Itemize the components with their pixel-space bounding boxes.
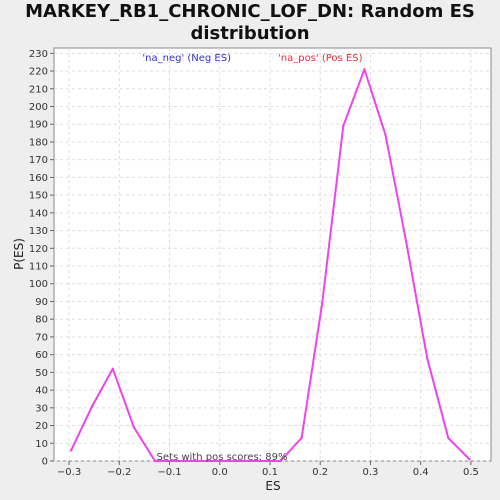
x-axis-ticks: −0.3 −0.2 −0.1 0.0 0.1 0.2 0.3 0.4 0.5: [57, 461, 479, 478]
series-point: [132, 426, 136, 429]
chart-title-line1: MARKEY_RB1_CHRONIC_LOF_DN: Random ES: [25, 1, 475, 22]
y-tick-label: 200: [29, 102, 48, 113]
x-tick-label: 0.4: [413, 467, 429, 478]
y-tick-label: 20: [35, 421, 48, 432]
series-point: [321, 302, 324, 305]
series-point: [174, 459, 178, 463]
series-line: [70, 68, 471, 462]
x-tick-label: −0.3: [57, 467, 81, 478]
y-tick-label: 70: [35, 332, 48, 343]
y-tick-label: 110: [29, 262, 48, 273]
y-tick-label: 160: [29, 173, 48, 184]
y-tick-label: 140: [29, 208, 48, 219]
grid-lines: [54, 48, 491, 462]
y-tick-label: 100: [29, 279, 48, 290]
y-tick-label: 90: [35, 297, 48, 308]
y-tick-label: 180: [29, 137, 48, 148]
x-axis-label: ES: [265, 479, 280, 493]
y-tick-label: 190: [29, 120, 48, 131]
chart-title: MARKEY_RB1_CHRONIC_LOF_DN: Random ES dis…: [0, 1, 500, 45]
x-tick-label: 0.5: [463, 467, 479, 478]
y-tick-label: 230: [29, 49, 48, 60]
series-point: [258, 459, 261, 463]
x-tick-label: 0.0: [212, 467, 228, 478]
chart-title-line2: distribution: [190, 23, 310, 44]
series-layer: [69, 68, 471, 463]
series-point: [237, 459, 241, 463]
series-point: [342, 124, 345, 128]
y-tick-label: 40: [35, 386, 48, 397]
y-axis-ticks: 0 10 20 30 40 50 60 70 80 90 100 110 120 130 140 150 160…: [29, 49, 54, 468]
series-point: [153, 459, 157, 463]
series-point: [447, 436, 450, 440]
y-tick-label: 220: [29, 67, 48, 78]
series-point: [468, 458, 471, 461]
y-tick-label: 170: [29, 155, 48, 166]
x-tick-label: −0.2: [107, 467, 131, 478]
series-point: [111, 367, 114, 371]
x-tick-label: −0.1: [157, 467, 181, 478]
x-tick-label: 0.3: [362, 467, 378, 478]
y-tick-label: 150: [29, 191, 48, 202]
x-tick-label: 0.1: [262, 467, 278, 478]
series-point: [69, 449, 73, 452]
legend-pos-label: 'na_pos' (Pos ES): [278, 53, 363, 64]
y-tick-label: 210: [29, 84, 48, 95]
legend-neg-label: 'na_neg' (Neg ES): [142, 53, 231, 64]
y-axis-label: P(ES): [12, 238, 26, 270]
series-point: [426, 356, 429, 360]
y-tick-label: 60: [35, 350, 48, 361]
plot-area: [53, 47, 492, 462]
pos-scores-annotation: Sets with pos scores: 89%: [157, 452, 288, 463]
series-point: [195, 459, 198, 463]
y-tick-label: 130: [29, 226, 48, 237]
series-point: [404, 240, 408, 243]
series-point: [384, 133, 387, 137]
series-point: [363, 68, 366, 71]
y-tick-label: 80: [35, 315, 48, 326]
series-point: [90, 404, 94, 408]
y-tick-label: 10: [35, 439, 48, 450]
series-point: [279, 459, 282, 463]
y-tick-label: 50: [35, 368, 48, 379]
y-tick-label: 120: [29, 244, 48, 255]
x-tick-label: 0.2: [312, 467, 328, 478]
y-tick-label: 0: [42, 457, 48, 468]
y-tick-label: 30: [35, 403, 48, 414]
series-point: [216, 459, 219, 463]
series-point: [300, 436, 303, 440]
